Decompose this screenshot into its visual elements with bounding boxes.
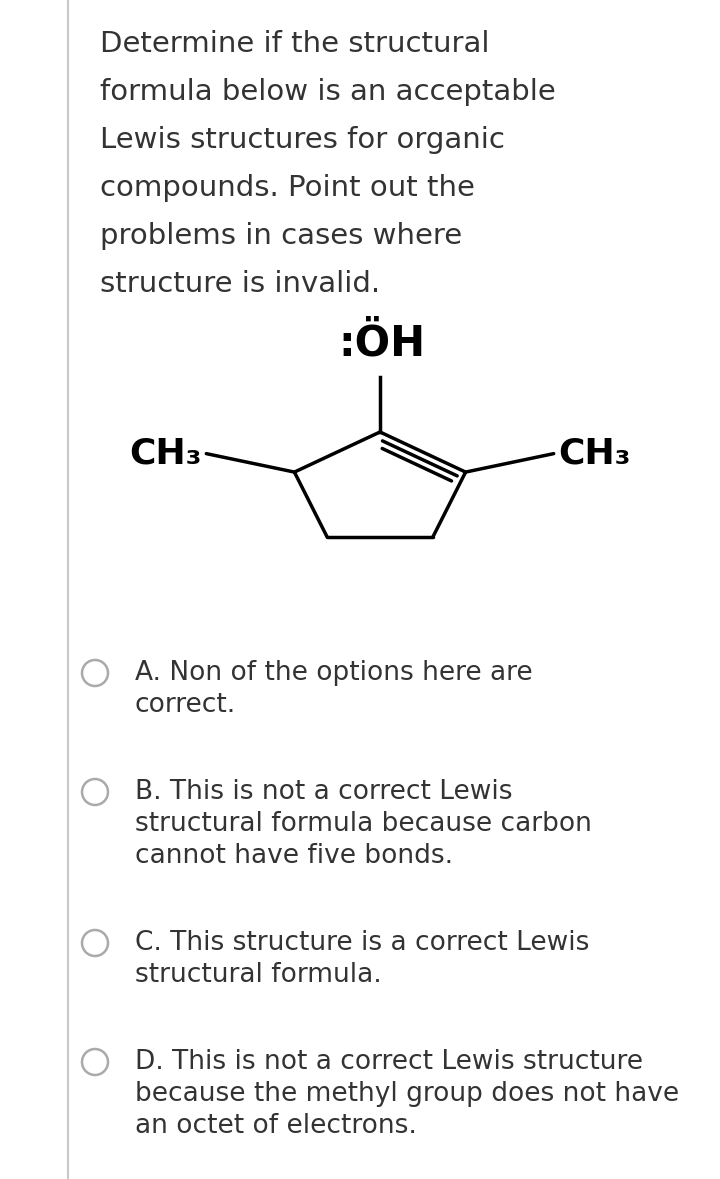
- Text: structural formula because carbon: structural formula because carbon: [135, 811, 592, 837]
- Text: formula below is an acceptable: formula below is an acceptable: [100, 78, 556, 106]
- Text: problems in cases where: problems in cases where: [100, 222, 462, 250]
- Text: because the methyl group does not have: because the methyl group does not have: [135, 1081, 679, 1107]
- Text: C. This structure is a correct Lewis: C. This structure is a correct Lewis: [135, 930, 590, 956]
- Text: Lewis structures for organic: Lewis structures for organic: [100, 126, 505, 154]
- Text: structural formula.: structural formula.: [135, 962, 382, 988]
- Text: B. This is not a correct Lewis: B. This is not a correct Lewis: [135, 779, 513, 805]
- Text: structure is invalid.: structure is invalid.: [100, 270, 380, 298]
- Text: A. Non of the options here are: A. Non of the options here are: [135, 660, 533, 686]
- Text: correct.: correct.: [135, 692, 236, 718]
- Text: an octet of electrons.: an octet of electrons.: [135, 1113, 417, 1139]
- Text: Determine if the structural: Determine if the structural: [100, 29, 490, 58]
- Text: :ÖH: :ÖH: [338, 322, 426, 364]
- Text: CH₃: CH₃: [559, 436, 631, 470]
- Text: D. This is not a correct Lewis structure: D. This is not a correct Lewis structure: [135, 1049, 643, 1075]
- Text: compounds. Point out the: compounds. Point out the: [100, 174, 475, 202]
- Text: cannot have five bonds.: cannot have five bonds.: [135, 843, 453, 869]
- Text: CH₃: CH₃: [129, 436, 202, 470]
